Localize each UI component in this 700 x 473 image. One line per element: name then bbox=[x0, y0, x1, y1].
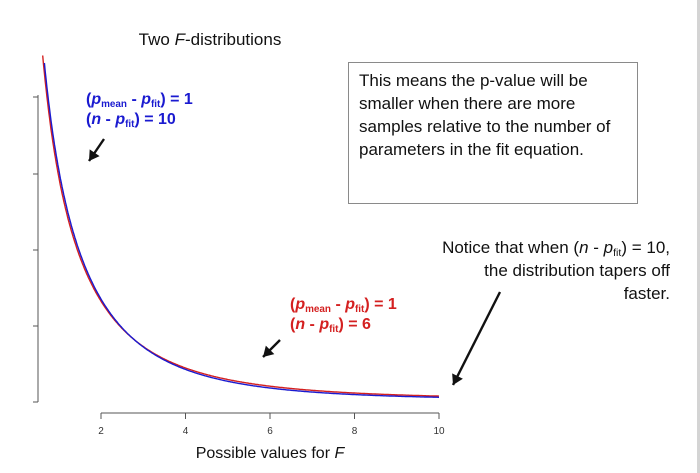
red-series-label: (pmean - pfit) = 1 (n - pfit) = 6 bbox=[290, 295, 397, 335]
x-tick-label: 2 bbox=[98, 426, 104, 437]
arrow-head bbox=[452, 373, 463, 385]
red-label-line-2: (n - pfit) = 6 bbox=[290, 316, 371, 335]
chart-axes: 2 4 6 8 10 bbox=[33, 95, 445, 437]
arrow-to-curve-tails bbox=[451, 291, 502, 386]
notice-line-3: faster. bbox=[623, 284, 670, 303]
notice-line-2: the distribution tapers off bbox=[484, 261, 670, 280]
x-axis-label: Possible values for F bbox=[195, 445, 345, 462]
arrow-head bbox=[89, 149, 100, 161]
arrow-head bbox=[263, 345, 275, 357]
x-tick-label: 4 bbox=[183, 426, 189, 437]
x-tick-label: 6 bbox=[267, 426, 273, 437]
blue-curve-df10 bbox=[43, 62, 439, 398]
arrow-to-blue-curve bbox=[88, 138, 105, 162]
x-tick-label: 8 bbox=[352, 426, 358, 437]
blue-series-label: (pmean - pfit) = 1 (n - pfit) = 10 bbox=[86, 90, 193, 130]
chart-title: Two F-distributions bbox=[138, 30, 282, 49]
red-curve-df6 bbox=[42, 55, 439, 397]
x-tick-label: 10 bbox=[433, 426, 445, 437]
red-label-line-1: (pmean - pfit) = 1 bbox=[290, 296, 397, 315]
slide-edge bbox=[697, 0, 700, 473]
chart-curves bbox=[42, 55, 439, 398]
blue-label-line-1: (pmean - pfit) = 1 bbox=[86, 91, 193, 110]
notice-line-1: Notice that when (n - pfit) = 10, bbox=[442, 238, 670, 260]
annotation-arrows bbox=[88, 138, 502, 386]
blue-label-line-2: (n - pfit) = 10 bbox=[86, 111, 176, 130]
notice-annotation: Notice that when (n - pfit) = 10, the di… bbox=[368, 236, 670, 305]
note-box: This means the p-value will be smaller w… bbox=[348, 62, 638, 204]
arrow-to-red-curve bbox=[262, 339, 281, 358]
arrow-shaft bbox=[451, 291, 502, 386]
